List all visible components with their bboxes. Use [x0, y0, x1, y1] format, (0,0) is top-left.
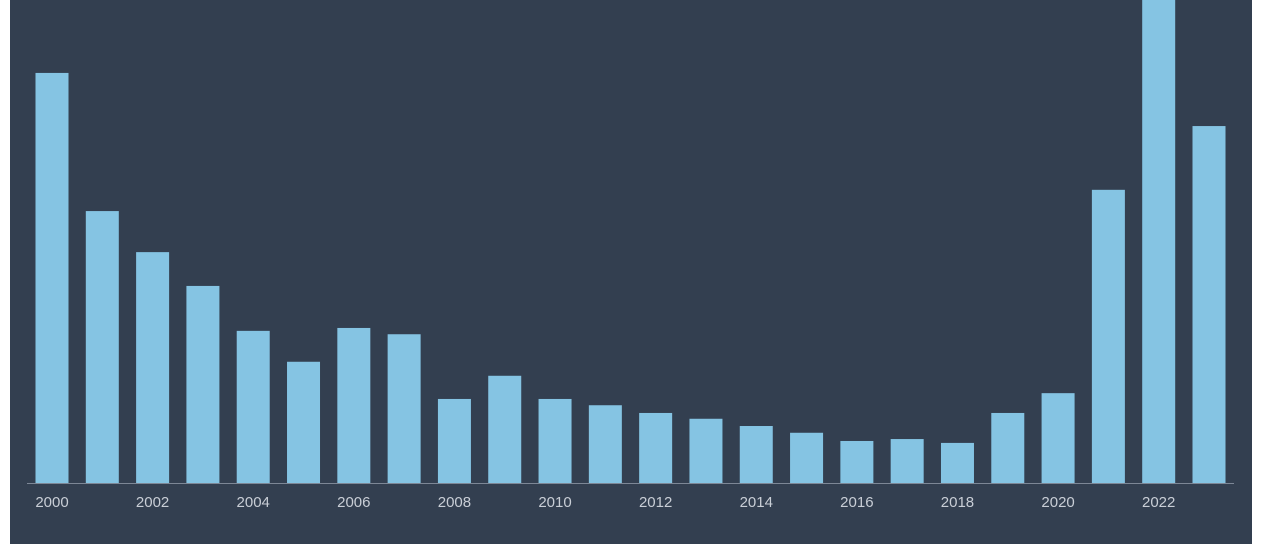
- bar: [488, 375, 522, 483]
- bar: [739, 426, 773, 483]
- x-tick-label: 2018: [941, 494, 974, 511]
- bar: [1041, 393, 1075, 483]
- bar: [639, 412, 673, 483]
- bar: [35, 72, 69, 484]
- bar: [940, 442, 974, 483]
- bar: [1142, 0, 1176, 483]
- x-tick-label: 2000: [35, 494, 68, 511]
- bars: [35, 0, 1226, 484]
- x-tick-label: 2012: [639, 494, 672, 511]
- bar: [689, 418, 723, 483]
- x-tick-label: 2008: [438, 494, 471, 511]
- x-tick-label: 2016: [840, 494, 873, 511]
- bar: [387, 334, 421, 483]
- bar: [790, 432, 824, 483]
- bar: [337, 327, 371, 483]
- bar: [1091, 189, 1125, 483]
- bar: [287, 361, 321, 483]
- bar: [588, 405, 622, 483]
- bar: [437, 398, 471, 483]
- bar: [186, 285, 220, 483]
- bar: [991, 412, 1025, 483]
- bar: [1192, 126, 1226, 484]
- bar: [136, 252, 170, 483]
- bar: [85, 211, 119, 484]
- bar: [538, 398, 572, 483]
- bar: [840, 440, 874, 483]
- bar: [890, 439, 924, 483]
- x-tick-label: 2022: [1142, 494, 1175, 511]
- x-tick-label: 2006: [337, 494, 370, 511]
- x-tick-label: 2020: [1041, 494, 1074, 511]
- x-tick-label: 2010: [538, 494, 571, 511]
- bar: [236, 330, 270, 483]
- x-tick-label: 2014: [740, 494, 773, 511]
- x-tick-label: 2004: [237, 494, 270, 511]
- x-tick-label: 2002: [136, 494, 169, 511]
